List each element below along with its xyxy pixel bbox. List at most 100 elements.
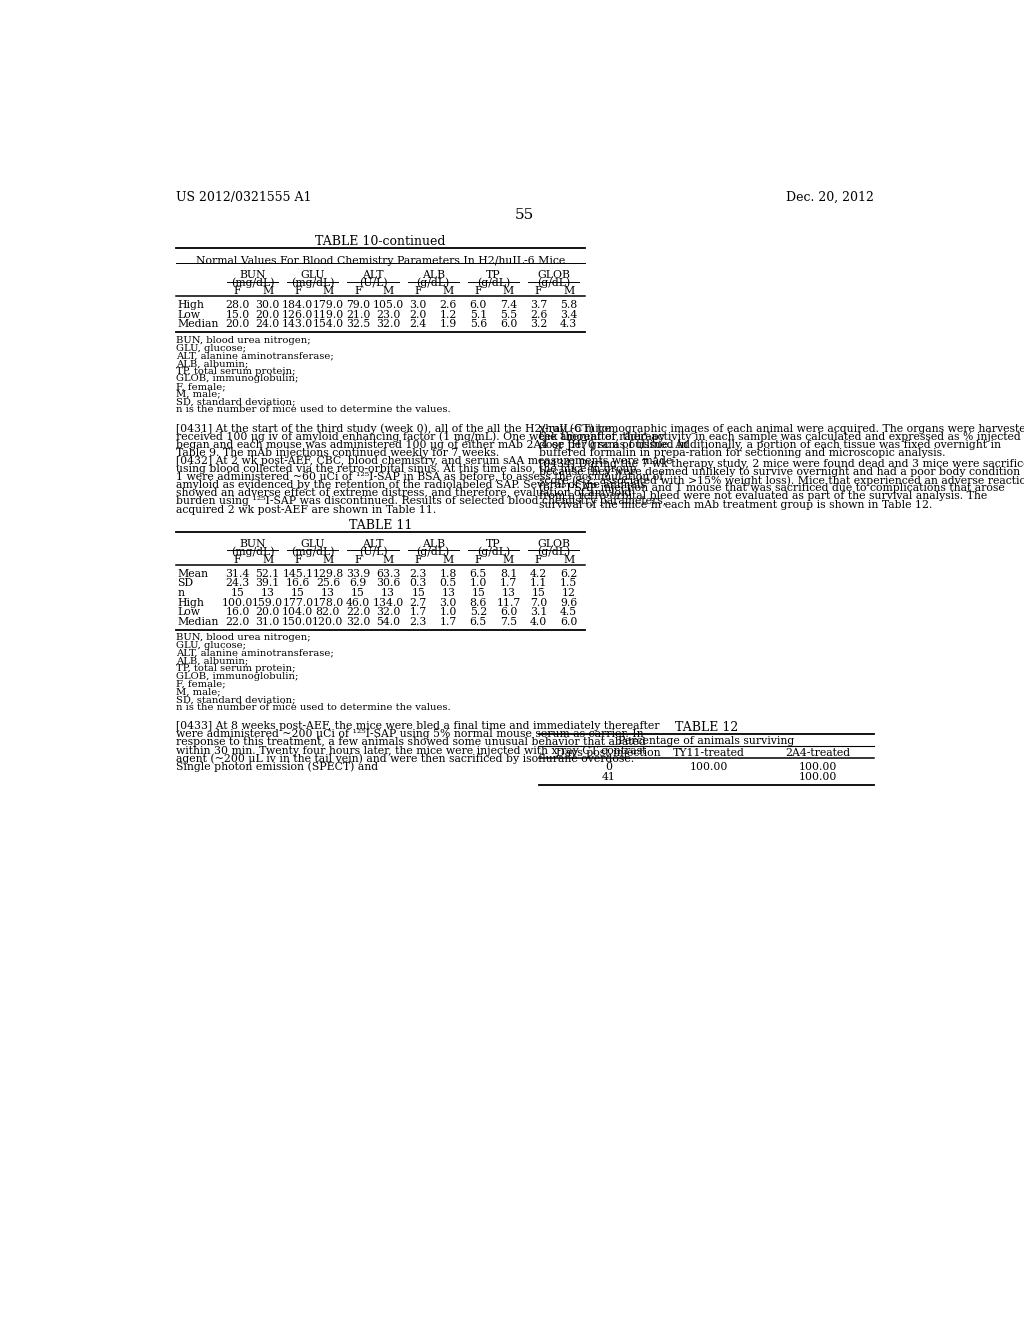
Text: F: F: [233, 554, 242, 565]
Text: 12: 12: [561, 589, 575, 598]
Text: 0.3: 0.3: [410, 578, 427, 589]
Text: score (<2; associated with >15% weight loss). Mice that experienced an adverse r: score (<2; associated with >15% weight l…: [539, 475, 1024, 486]
Text: [0432] At 2 wk post-AEF, CBC, blood chemistry, and serum sAA measurements were m: [0432] At 2 wk post-AEF, CBC, blood chem…: [176, 455, 673, 466]
Text: ALB: ALB: [422, 271, 444, 280]
Text: (g/dL): (g/dL): [417, 546, 450, 557]
Text: Normal Values For Blood Chemistry Parameters In H2/huIL-6 Mice: Normal Values For Blood Chemistry Parame…: [196, 256, 565, 267]
Text: 3.7: 3.7: [530, 300, 547, 310]
Text: 63.3: 63.3: [376, 569, 400, 578]
Text: because they were deemed unlikely to survive overnight and had a poor body condi: because they were deemed unlikely to sur…: [539, 467, 1020, 477]
Text: (U/L): (U/L): [358, 546, 387, 557]
Text: 1.0: 1.0: [470, 578, 487, 589]
Text: Days post injection: Days post injection: [556, 748, 660, 758]
Text: 0.5: 0.5: [439, 578, 457, 589]
Text: M: M: [563, 554, 574, 565]
Text: US 2012/0321555 A1: US 2012/0321555 A1: [176, 191, 311, 203]
Text: 7.0: 7.0: [530, 598, 547, 607]
Text: 1.7: 1.7: [410, 607, 427, 618]
Text: within 30 min. Twenty four hours later, the mice were injected with x-ray CT con: within 30 min. Twenty four hours later, …: [176, 746, 646, 755]
Text: ALT: ALT: [362, 539, 384, 549]
Text: High: High: [177, 300, 205, 310]
Text: Median: Median: [177, 319, 219, 329]
Text: 54.0: 54.0: [376, 616, 400, 627]
Text: 6.5: 6.5: [470, 616, 487, 627]
Text: 1.1: 1.1: [529, 578, 547, 589]
Text: 5.2: 5.2: [470, 607, 487, 618]
Text: 2.3: 2.3: [410, 569, 427, 578]
Text: TABLE 12: TABLE 12: [675, 721, 737, 734]
Text: 0: 0: [605, 762, 612, 772]
Text: 1.9: 1.9: [439, 319, 457, 329]
Text: 79.0: 79.0: [346, 300, 370, 310]
Text: 20.0: 20.0: [225, 319, 250, 329]
Text: 20.0: 20.0: [256, 310, 280, 319]
Text: 4.5: 4.5: [560, 607, 578, 618]
Text: 159.0: 159.0: [252, 598, 284, 607]
Text: 41: 41: [601, 772, 615, 781]
Text: Percentage of animals surviving: Percentage of animals surviving: [618, 737, 795, 746]
Text: 1 were administered ~60 μCi of ¹²⁵I-SAP in BSA as before, to assess the accumula: 1 were administered ~60 μCi of ¹²⁵I-SAP …: [176, 473, 664, 482]
Text: 15: 15: [471, 589, 485, 598]
Text: 22.0: 22.0: [346, 607, 370, 618]
Text: 15.0: 15.0: [225, 310, 250, 319]
Text: 184.0: 184.0: [283, 300, 313, 310]
Text: 6.0: 6.0: [500, 319, 517, 329]
Text: 6.5: 6.5: [470, 569, 487, 578]
Text: 6.0: 6.0: [500, 607, 517, 618]
Text: 52.1: 52.1: [256, 569, 280, 578]
Text: BUN: BUN: [240, 539, 266, 549]
Text: 4.0: 4.0: [530, 616, 547, 627]
Text: ALB, albumin;: ALB, albumin;: [176, 359, 248, 368]
Text: 150.0: 150.0: [283, 616, 313, 627]
Text: 11.7: 11.7: [497, 598, 520, 607]
Text: 39.1: 39.1: [256, 578, 280, 589]
Text: 177.0: 177.0: [283, 598, 313, 607]
Text: TP, total serum protein;: TP, total serum protein;: [176, 367, 296, 376]
Text: 15: 15: [412, 589, 425, 598]
Text: 4.3: 4.3: [560, 319, 578, 329]
Text: 28.0: 28.0: [225, 300, 250, 310]
Text: 3.0: 3.0: [410, 300, 427, 310]
Text: 2.6: 2.6: [439, 300, 457, 310]
Text: F: F: [354, 286, 361, 296]
Text: showed an adverse effect of extreme distress, and therefore, evaluation of amylo: showed an adverse effect of extreme dist…: [176, 488, 632, 499]
Text: acquired 2 wk post-AEF are shown in Table 11.: acquired 2 wk post-AEF are shown in Tabl…: [176, 504, 436, 515]
Text: GLOB: GLOB: [538, 539, 570, 549]
Text: 6.0: 6.0: [560, 616, 578, 627]
Text: Mean: Mean: [177, 569, 209, 578]
Text: 100.0: 100.0: [222, 598, 253, 607]
Text: 6.0: 6.0: [470, 300, 487, 310]
Text: 8.1: 8.1: [500, 569, 517, 578]
Text: to ¹²⁵I-SAP injection and 1 mouse that was sacrificed due to complications that : to ¹²⁵I-SAP injection and 1 mouse that w…: [539, 483, 1005, 494]
Text: 7.5: 7.5: [500, 616, 517, 627]
Text: response to this treatment, a few animals showed some unusual behavior that abat: response to this treatment, a few animal…: [176, 738, 646, 747]
Text: 33.9: 33.9: [346, 569, 370, 578]
Text: SD: SD: [177, 578, 194, 589]
Text: burden using ¹²⁵I-SAP was discontinued. Results of selected blood chemistry para: burden using ¹²⁵I-SAP was discontinued. …: [176, 496, 667, 507]
Text: 120.0: 120.0: [312, 616, 344, 627]
Text: 9.6: 9.6: [560, 598, 578, 607]
Text: 7.4: 7.4: [500, 300, 517, 310]
Text: GLU, glucose;: GLU, glucose;: [176, 642, 246, 651]
Text: GLU: GLU: [301, 539, 325, 549]
Text: agent (~200 μL iv in the tail vein) and were then sacrificed by isoflurane overd: agent (~200 μL iv in the tail vein) and …: [176, 754, 634, 764]
Text: 21.0: 21.0: [346, 310, 370, 319]
Text: 2.4: 2.4: [410, 319, 427, 329]
Text: 134.0: 134.0: [373, 598, 403, 607]
Text: (g/dL): (g/dL): [537, 546, 570, 557]
Text: TP: TP: [486, 271, 501, 280]
Text: 129.8: 129.8: [312, 569, 343, 578]
Text: 1.5: 1.5: [560, 578, 578, 589]
Text: 13: 13: [381, 589, 395, 598]
Text: 31.0: 31.0: [256, 616, 280, 627]
Text: F: F: [415, 554, 422, 565]
Text: ALT, alanine aminotransferase;: ALT, alanine aminotransferase;: [176, 649, 334, 657]
Text: Single photon emission (SPECT) and: Single photon emission (SPECT) and: [176, 762, 378, 772]
Text: M: M: [563, 286, 574, 296]
Text: F: F: [535, 286, 543, 296]
Text: BUN: BUN: [240, 271, 266, 280]
Text: Median: Median: [177, 616, 219, 627]
Text: n is the number of mice used to determine the values.: n is the number of mice used to determin…: [176, 702, 451, 711]
Text: 30.6: 30.6: [376, 578, 400, 589]
Text: [0433] At 8 weeks post-AEF, the mice were bled a final time and immediately ther: [0433] At 8 weeks post-AEF, the mice wer…: [176, 721, 659, 731]
